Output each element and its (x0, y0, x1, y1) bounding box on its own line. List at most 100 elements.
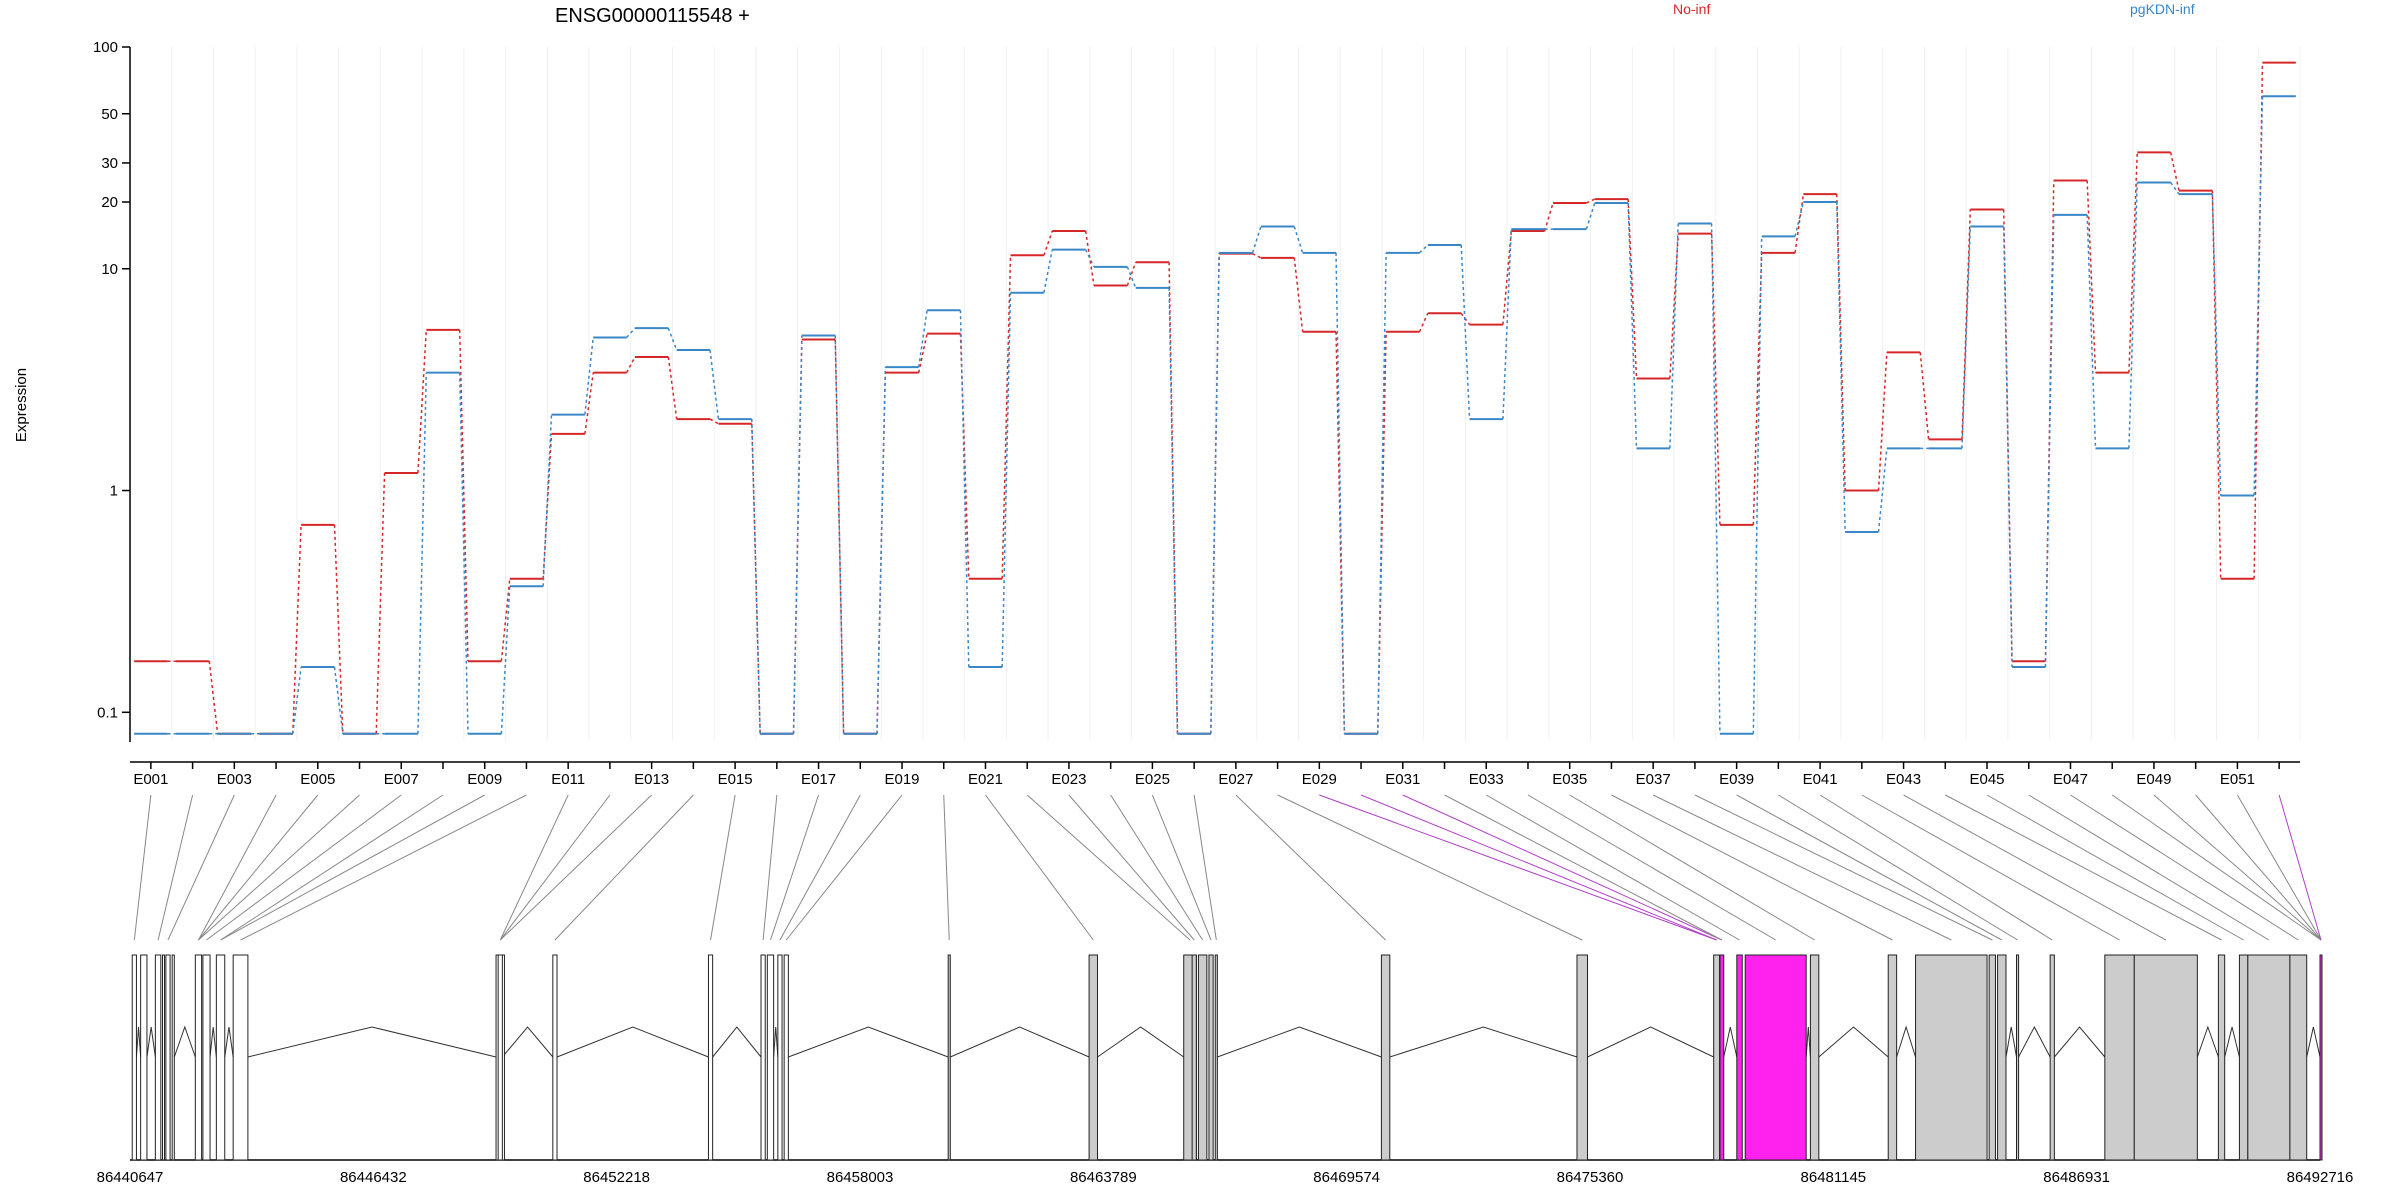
series-connector (1460, 244, 1471, 420)
series-connector (2253, 96, 2264, 496)
intron-line (2018, 1025, 2051, 1058)
x-tick-label: E039 (1719, 771, 1754, 788)
exon-box (1191, 954, 1197, 1161)
exon-box (707, 954, 714, 1161)
x-tick-label: E015 (718, 771, 753, 788)
exon-box (202, 954, 211, 1161)
series-connector (917, 333, 928, 373)
chart-title: ENSG00000115548 + (555, 5, 750, 27)
exon-box (1997, 954, 2007, 1161)
x-tick-label: E035 (1552, 771, 1587, 788)
x-tick-label: E017 (801, 771, 836, 788)
coordinate-label: 86475360 (1557, 1169, 1624, 1186)
series-connector (584, 337, 594, 415)
x-tick-label: E031 (1385, 771, 1420, 788)
coordinate-label: 86452218 (583, 1169, 650, 1186)
series-connector (500, 578, 511, 662)
grid-layer (129, 47, 2301, 740)
exon-link (206, 794, 402, 941)
exon-box (497, 954, 503, 1161)
coordinate-label: 86446432 (340, 1169, 407, 1186)
exon-link (985, 794, 1094, 941)
x-tick-label: E027 (1218, 771, 1253, 788)
exon-box (1214, 954, 1218, 1161)
intron-line (2053, 1026, 2106, 1058)
exon-box (552, 954, 558, 1161)
exon-box (2238, 954, 2249, 1161)
series-connector (1502, 230, 1513, 325)
exon-link (220, 794, 444, 941)
intron-line (2224, 1026, 2240, 1058)
series-connector (333, 666, 344, 734)
intron-line (1896, 1025, 1917, 1058)
exon-link (1486, 794, 1740, 941)
series-connector (1794, 194, 1805, 253)
series-connector (1919, 352, 1930, 440)
x-tick-label: E003 (217, 771, 252, 788)
series-connector (2128, 182, 2138, 449)
series-connector (1877, 448, 1888, 533)
exon-link (198, 794, 319, 941)
coordinate-label: 86481145 (1801, 1169, 1867, 1186)
exon-link (1945, 794, 2222, 941)
gene-model-layer: 86440647 86446432 86452218 86458003 86463789… (97, 954, 2353, 1186)
exon-link (1360, 794, 1717, 941)
series-connector (2086, 180, 2097, 373)
series-connector (417, 372, 428, 734)
series-connector (1377, 252, 1387, 734)
exon-link (1778, 794, 2018, 941)
exon-link (220, 794, 485, 941)
exon-link (710, 794, 736, 941)
exon-link (1652, 794, 1952, 941)
intron-line (1818, 1026, 1889, 1058)
intron-line (950, 1026, 1090, 1058)
exon-box (2133, 954, 2198, 1161)
exon-link (1151, 794, 1212, 941)
intron-line (788, 1026, 949, 1058)
exon-link (198, 794, 277, 941)
series-connector (667, 356, 678, 420)
series-pgKDN-inf (134, 95, 2296, 735)
exon-box (2217, 954, 2226, 1161)
exon-link (1986, 794, 2244, 941)
exon-box (1197, 954, 1208, 1161)
exon-box (1208, 954, 1214, 1161)
series-connector (2170, 182, 2180, 195)
series-connector (458, 329, 469, 662)
x-tick-label: E019 (884, 771, 919, 788)
exon-box (154, 954, 162, 1161)
exon-box (947, 954, 951, 1161)
series-connector (500, 586, 511, 734)
exon-box (760, 954, 766, 1161)
exon-box (2049, 954, 2055, 1161)
y-tick-label: 1 (110, 483, 118, 500)
x-tick-label: E007 (384, 771, 419, 788)
intron-line (247, 1026, 497, 1058)
series-connector (333, 524, 344, 734)
x-tick-label: E049 (2136, 771, 2171, 788)
series-connector (959, 333, 970, 579)
series-connector (292, 524, 302, 734)
x-tick-label: E041 (1803, 771, 1838, 788)
series-connector (1502, 229, 1513, 420)
series-connector (2211, 194, 2222, 496)
coordinate-label: 86463789 (1070, 1169, 1137, 1186)
series-connector (584, 372, 594, 435)
x-tick-label: E009 (467, 771, 502, 788)
exon-box (1736, 954, 1743, 1161)
exon-box (2015, 954, 2020, 1161)
intron-line (2306, 1026, 2321, 1058)
exon-link (1527, 794, 1776, 941)
intron-line (2196, 1025, 2219, 1058)
exon-link (157, 794, 194, 941)
series-connector (542, 414, 553, 587)
exon-box (215, 954, 226, 1161)
exon-link (1026, 794, 1191, 941)
intron-line (173, 1025, 196, 1058)
series-connector (208, 661, 219, 734)
exon-box (232, 954, 249, 1161)
x-tick-label: E023 (1051, 771, 1086, 788)
exon-box (162, 954, 166, 1161)
series-connector (876, 367, 887, 734)
